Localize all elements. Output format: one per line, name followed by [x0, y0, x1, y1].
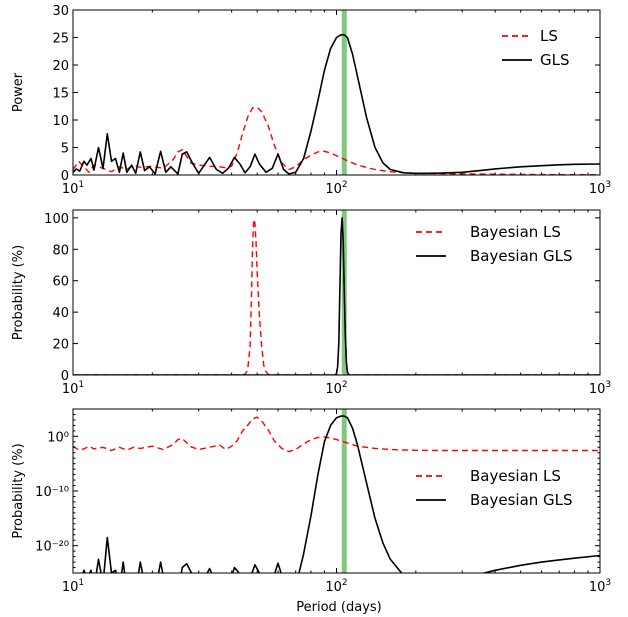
- x-tick-label: 102: [325, 380, 347, 397]
- y-tick-label: 10⁻¹⁰: [35, 485, 69, 500]
- y-tick-label: 0: [61, 169, 69, 184]
- legend-label: Bayesian GLS: [470, 247, 573, 265]
- y-tick-label: 10⁰: [47, 430, 69, 445]
- legend-label: Bayesian LS: [470, 223, 561, 241]
- y-tick-label: 10: [52, 114, 69, 129]
- x-tick-label: 101: [62, 180, 84, 197]
- x-tick-label: 103: [589, 180, 611, 197]
- y-tick-label: 100: [44, 212, 69, 227]
- x-tick-label: 103: [589, 578, 611, 595]
- y-axis-label: Probability (%): [11, 443, 26, 538]
- y-axis-label: Power: [11, 72, 26, 112]
- x-axis-label: Period (days): [296, 600, 382, 615]
- y-tick-label: 30: [52, 4, 69, 19]
- legend-label: Bayesian LS: [470, 467, 561, 485]
- y-tick-label: 5: [61, 142, 69, 157]
- series-line-ls: [73, 106, 600, 175]
- y-tick-label: 15: [52, 87, 69, 102]
- series-line-bayesian-gls: [73, 217, 600, 375]
- y-tick-label: 0: [61, 369, 69, 384]
- x-tick-label: 103: [589, 380, 611, 397]
- y-tick-label: 80: [52, 243, 69, 258]
- y-tick-label: 40: [52, 306, 69, 321]
- probability-linear-panel: 0 20 40 60 80 100 101 102 103 Probability (%) Baye…: [11, 209, 611, 397]
- probability-log-panel: 10⁻²⁰ 10⁻¹⁰ 10⁰ 101 102 103 Probability (%) Bay…: [11, 408, 611, 595]
- x-tick-label: 102: [325, 578, 347, 595]
- x-tick-label: 101: [62, 380, 84, 397]
- legend-label: LS: [540, 27, 558, 45]
- y-tick-label: 60: [52, 275, 69, 290]
- x-tick-label: 101: [62, 578, 84, 595]
- x-tick-label: 102: [325, 180, 347, 197]
- power-periodogram-panel: 0 5 10 15 20 25 30 101 102 103 Power LS GLS: [11, 4, 611, 197]
- y-tick-label: 25: [52, 32, 69, 47]
- series-line-bayesian-ls: [73, 416, 600, 453]
- y-tick-label: 20: [52, 338, 69, 353]
- series-line-bayesian-gls: [82, 415, 600, 573]
- axes-frame: [72, 9, 601, 176]
- legend-label: GLS: [540, 51, 570, 69]
- y-axis-label: Probability (%): [11, 245, 26, 340]
- legend-label: Bayesian GLS: [470, 491, 573, 509]
- series-line-gls: [73, 33, 600, 175]
- y-tick-label: 10⁻²⁰: [35, 540, 69, 555]
- y-tick-label: 20: [52, 59, 69, 74]
- series-line-bayesian-ls: [73, 218, 600, 375]
